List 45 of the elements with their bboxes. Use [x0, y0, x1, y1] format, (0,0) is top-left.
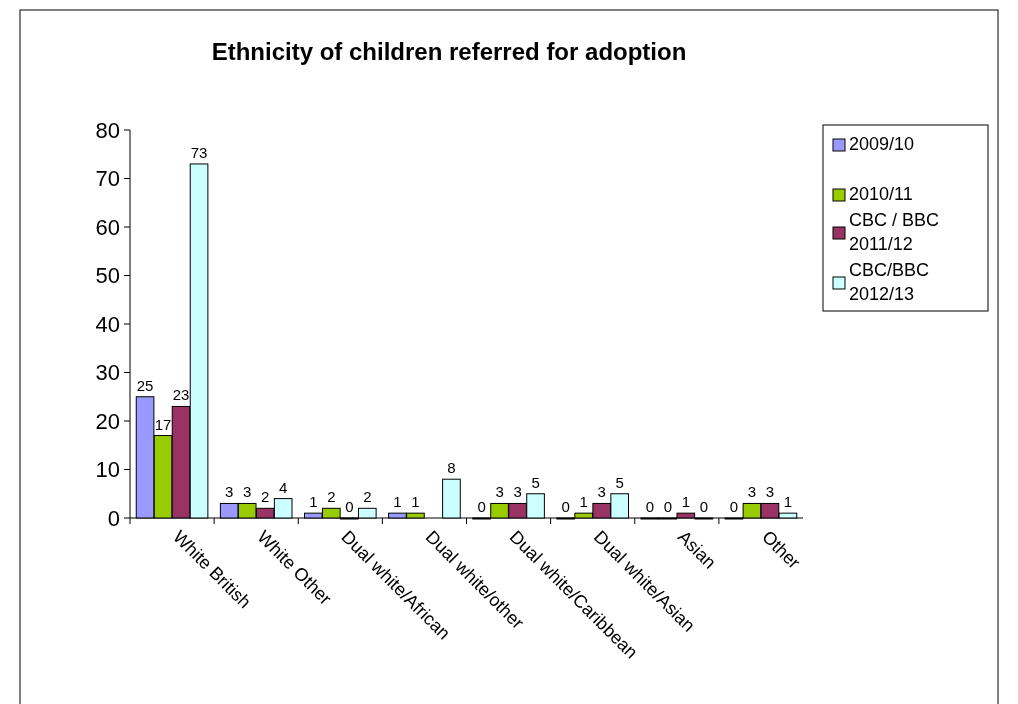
y-tick-label: 10: [95, 457, 120, 483]
data-label: 3: [597, 483, 606, 501]
data-label: 3: [495, 483, 504, 501]
data-label: 2: [363, 488, 372, 506]
data-label: 25: [136, 376, 154, 394]
data-label: 0: [477, 498, 486, 515]
data-label: 23: [172, 386, 190, 404]
legend-label: 2010/11: [849, 184, 913, 204]
data-label: 17: [154, 415, 172, 433]
data-label: 1: [393, 493, 402, 511]
data-label: 0: [729, 498, 739, 515]
y-tick-label: 70: [95, 166, 120, 192]
data-label: 1: [309, 493, 318, 511]
data-label: 3: [225, 483, 234, 501]
legend-label: CBC/BBC 2012/13: [849, 260, 930, 304]
data-label: 1: [681, 493, 690, 511]
legend-label: 2009/10: [849, 134, 915, 154]
data-label: 0: [561, 498, 570, 515]
data-label: 3: [765, 483, 775, 501]
data-label: 0: [645, 498, 654, 515]
data-label: 0: [699, 498, 708, 515]
y-tick-label: 50: [95, 263, 120, 289]
data-label: 0: [345, 498, 354, 515]
y-tick-label: 40: [95, 311, 120, 337]
data-label: 2: [261, 488, 270, 506]
y-tick-label: 60: [95, 214, 120, 240]
data-label: 2: [327, 488, 336, 506]
data-label: 1: [579, 493, 588, 511]
data-label: 3: [747, 483, 757, 501]
data-label: 3: [513, 483, 522, 501]
y-tick-label: 80: [95, 117, 120, 143]
data-label: 73: [190, 143, 208, 161]
data-label: 1: [411, 493, 420, 511]
y-tick-label: 20: [95, 408, 120, 434]
data-label: 1: [783, 493, 793, 511]
data-label: 5: [615, 473, 624, 491]
data-label: 5: [531, 473, 540, 491]
data-label: 3: [243, 483, 252, 501]
y-tick-label: 0: [107, 505, 120, 531]
data-label: 4: [279, 478, 288, 496]
chart-title: Ethnicity of children referred for adoption: [211, 38, 687, 65]
y-tick-label: 30: [95, 360, 120, 386]
legend-label: CBC / BBC 2011/12: [849, 210, 940, 254]
data-label: 0: [663, 498, 672, 515]
data-label: 8: [447, 459, 456, 477]
